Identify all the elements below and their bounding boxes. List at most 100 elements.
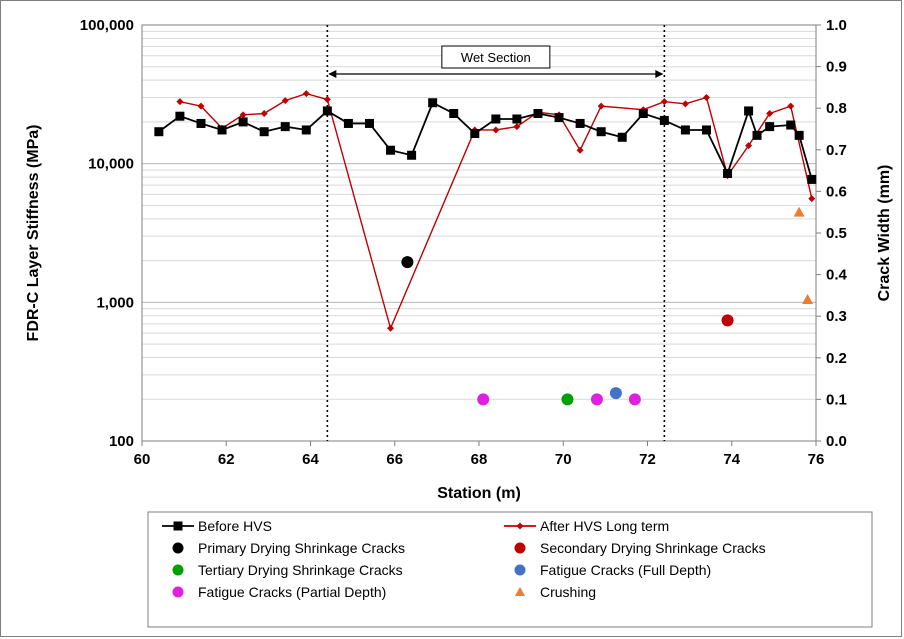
data-point bbox=[477, 393, 490, 406]
series-fatigue-cracks-full-depth- bbox=[609, 387, 622, 400]
legend-label: Fatigue Cracks (Full Depth) bbox=[540, 562, 711, 578]
legend-entry: Secondary Drying Shrinkage Cracks bbox=[514, 540, 766, 556]
legend-entry: After HVS Long term bbox=[504, 518, 669, 534]
data-point bbox=[597, 102, 605, 110]
series bbox=[154, 90, 817, 406]
x-axis-title: Station (m) bbox=[437, 485, 521, 502]
data-point bbox=[660, 98, 668, 106]
data-point bbox=[721, 314, 734, 327]
data-point bbox=[617, 132, 627, 142]
data-point bbox=[492, 126, 500, 134]
data-point bbox=[680, 125, 690, 135]
data-point bbox=[794, 130, 804, 140]
data-point bbox=[681, 100, 689, 108]
data-point bbox=[428, 98, 438, 108]
data-point bbox=[364, 118, 374, 128]
data-point bbox=[491, 114, 501, 124]
gridlines bbox=[142, 24, 816, 442]
data-point bbox=[280, 122, 290, 132]
legend-marker bbox=[514, 564, 526, 576]
y2-tick-label: 0.3 bbox=[826, 308, 847, 325]
data-point bbox=[301, 125, 311, 135]
y-tick-label: 10,000 bbox=[88, 156, 134, 173]
data-point bbox=[322, 106, 332, 116]
legend-entry: Tertiary Drying Shrinkage Cracks bbox=[172, 562, 403, 578]
data-point bbox=[512, 114, 522, 124]
y2-tick-label: 0.2 bbox=[826, 350, 847, 367]
series-primary-drying-shrinkage-cracks bbox=[401, 256, 414, 269]
data-point bbox=[470, 129, 480, 139]
series-fatigue-cracks-partial-depth- bbox=[477, 393, 641, 406]
data-point bbox=[302, 90, 310, 98]
legend-marker bbox=[516, 522, 524, 530]
y-tick-label: 100,000 bbox=[80, 17, 134, 34]
x-tick-label: 60 bbox=[134, 451, 151, 468]
data-point bbox=[386, 145, 396, 155]
data-point bbox=[752, 130, 762, 140]
legend-marker bbox=[172, 586, 184, 598]
arrow-head-left bbox=[328, 70, 337, 78]
data-point bbox=[638, 109, 648, 119]
data-point bbox=[197, 102, 205, 110]
y-tick-label: 1,000 bbox=[96, 294, 134, 311]
x-tick-label: 64 bbox=[302, 451, 319, 468]
x-tick-label: 70 bbox=[555, 451, 572, 468]
legend-marker bbox=[173, 521, 183, 531]
legend-marker bbox=[515, 587, 525, 596]
data-point bbox=[575, 118, 585, 128]
legend-entry: Fatigue Cracks (Full Depth) bbox=[514, 562, 711, 578]
data-point bbox=[217, 125, 227, 135]
plot-area bbox=[141, 24, 817, 442]
x-tick-label: 68 bbox=[471, 451, 488, 468]
legend-entry: Before HVS bbox=[162, 518, 272, 534]
series-tertiary-drying-shrinkage-cracks bbox=[561, 393, 574, 406]
legend-label: Crushing bbox=[540, 584, 596, 600]
x-tick-label: 66 bbox=[386, 451, 403, 468]
axis-titles: Station (m) FDR-C Layer Stiffness (MPa) … bbox=[25, 125, 893, 502]
data-point bbox=[259, 127, 269, 137]
data-point bbox=[590, 393, 603, 406]
legend-entry: Crushing bbox=[515, 584, 596, 600]
data-point bbox=[281, 97, 289, 105]
wet-section-label: Wet Section bbox=[461, 50, 531, 65]
data-point bbox=[196, 118, 206, 128]
legend-label: Primary Drying Shrinkage Cracks bbox=[198, 540, 405, 556]
y2-tick-label: 0.4 bbox=[826, 267, 848, 284]
legend-marker bbox=[514, 542, 526, 554]
data-point bbox=[765, 122, 775, 132]
data-point bbox=[766, 110, 774, 118]
legend-label: Before HVS bbox=[198, 518, 272, 534]
series-line bbox=[158, 101, 813, 180]
data-point bbox=[787, 102, 795, 110]
x-tick-label: 72 bbox=[639, 451, 656, 468]
series-before-hvs bbox=[154, 98, 817, 184]
series-after-hvs-long-term bbox=[176, 90, 816, 332]
data-point bbox=[554, 113, 564, 123]
y2-tick-label: 0.6 bbox=[826, 183, 847, 200]
data-point bbox=[701, 125, 711, 135]
legend-marker bbox=[172, 564, 184, 576]
y2-axis-title: Crack Width (mm) bbox=[876, 165, 893, 302]
x-tick-label: 76 bbox=[808, 451, 825, 468]
legend-label: Secondary Drying Shrinkage Cracks bbox=[540, 540, 766, 556]
data-point bbox=[238, 117, 248, 127]
data-point bbox=[745, 142, 753, 150]
legend-box bbox=[147, 511, 873, 628]
data-point bbox=[723, 168, 733, 178]
y-axis-title: FDR-C Layer Stiffness (MPa) bbox=[25, 125, 42, 342]
x-tick-label: 62 bbox=[218, 451, 235, 468]
data-point bbox=[793, 206, 805, 217]
series-crushing bbox=[793, 206, 814, 304]
data-point bbox=[744, 106, 754, 116]
wet-section-annotation: Wet Section bbox=[326, 25, 666, 441]
data-point bbox=[808, 195, 816, 203]
legend-label: After HVS Long term bbox=[540, 518, 669, 534]
data-point bbox=[343, 118, 353, 128]
data-point bbox=[154, 127, 164, 137]
data-point bbox=[576, 146, 584, 154]
y2-tick-label: 1.0 bbox=[826, 17, 847, 34]
data-point bbox=[659, 115, 669, 125]
legend-entry: Fatigue Cracks (Partial Depth) bbox=[172, 584, 386, 600]
